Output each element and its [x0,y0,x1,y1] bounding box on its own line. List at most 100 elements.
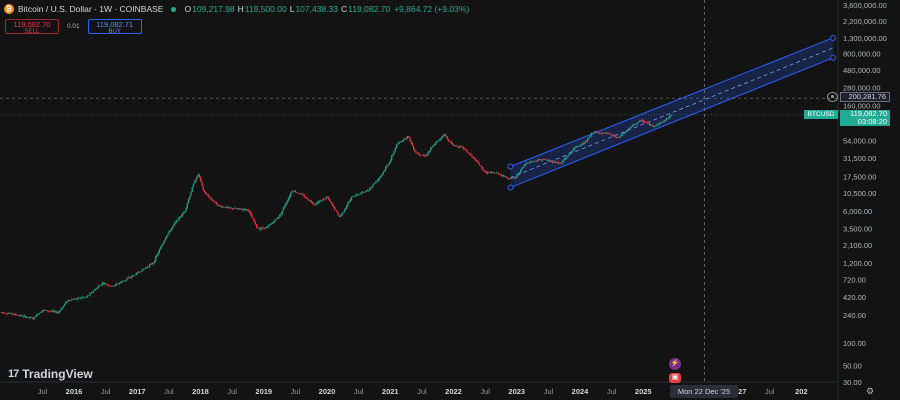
candle-body [378,177,381,179]
candle-body [455,145,457,147]
candle-body [213,201,215,202]
ohlc-close-key: C [341,4,348,14]
candle-body [205,192,207,194]
candle-body [528,162,530,164]
candle-body [371,185,373,188]
candle-body [153,261,156,263]
candle-body [427,152,429,155]
tradingview-logo[interactable]: 17 TradingView [8,367,93,381]
candle-body [293,190,296,192]
candle-body [136,272,139,274]
spread-value: 0.01 [67,23,80,30]
candle-body [276,218,278,219]
candle-body [388,162,390,165]
candle-body [426,154,428,156]
bitcoin-logo-icon: ₿ [4,4,14,14]
alert-icon[interactable]: ⚡ [669,358,681,370]
y-tick-label: 50.00 [843,362,862,371]
candle-body [82,297,84,299]
candle-body [501,175,503,177]
candle-body [554,161,556,163]
market-open-status-icon [171,6,177,12]
candle-body [237,208,240,209]
sell-button[interactable]: 119,082.70 SELL [5,19,59,35]
y-tick-label: 420.00 [843,293,866,302]
candle-body [476,161,478,162]
candle-body [386,165,388,168]
candle-body [607,132,609,134]
eye-icon[interactable] [827,92,838,102]
candle-body [297,192,299,194]
candle-body [315,202,317,205]
candle-body [85,296,88,298]
candle-body [346,205,348,208]
candle-body [301,193,303,195]
candle-body [79,297,81,299]
candle-body [574,147,576,148]
candle-body [539,159,541,160]
y-tick-label: 240.00 [843,311,866,320]
channel-upper-line [510,37,834,167]
candle-body [304,197,306,198]
candle-body [299,193,302,195]
candle-body [260,227,263,229]
candle-body [624,132,626,133]
candle-body [287,198,289,202]
x-tick-label: 2025 [635,387,652,396]
calendar-event-icon[interactable]: ▣ [669,373,681,383]
ohlc-low-key: L [289,4,295,14]
candle-body [475,158,477,162]
candle-body [63,304,66,306]
candle-body [434,142,437,145]
candle-body [18,315,21,316]
candle-body [45,310,47,311]
candle-body [506,177,508,179]
candle-body [35,314,38,317]
candle-body [65,302,67,305]
candle-body [397,144,399,145]
candle-body [443,134,445,137]
symbol-title[interactable]: Bitcoin / U.S. Dollar · 1W · COINBASE [18,4,164,14]
candle-body [55,311,57,313]
candle-body [561,162,563,164]
candle-body [139,271,141,273]
candle-body [410,140,412,143]
candle-body [571,150,573,153]
candle-body [174,222,176,224]
candle-body [399,141,401,143]
candle-body [625,130,628,133]
candle-body [87,295,89,297]
candle-body [595,131,597,133]
candle-body [291,191,293,194]
candle-body [0,312,2,313]
candle-body [160,247,162,250]
candle-body [612,135,614,137]
candle-body [128,277,130,279]
settings-icon[interactable]: ⚙ [865,386,875,396]
candle-body [112,285,114,287]
candle-body [387,164,389,166]
candle-body [398,142,400,145]
candle-body [250,212,252,215]
candle-body [403,138,405,141]
candle-body [620,135,623,136]
candle-body [393,150,395,155]
candle-body [659,122,662,125]
candle-body [96,287,98,290]
candle-body [630,126,632,128]
y-tick-label: 1,300,000.00 [843,34,887,43]
candle-body [243,208,246,211]
x-tick-label: 2023 [508,387,525,396]
candle-body [472,156,474,158]
candle-body [88,295,90,296]
buy-button[interactable]: 119,082.71 BUY [87,19,142,35]
candle-body [498,172,500,175]
candle-body [667,118,669,119]
candle-body [359,193,361,195]
candle-body [483,170,485,172]
candle-body [647,123,649,124]
candle-body [275,218,277,220]
candle-body [217,204,219,206]
candle-body [550,160,552,162]
